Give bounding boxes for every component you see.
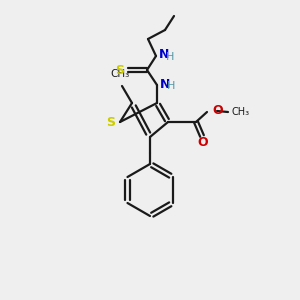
Text: CH₃: CH₃: [110, 69, 130, 79]
Text: CH₃: CH₃: [232, 107, 250, 117]
Text: H: H: [166, 52, 174, 62]
Text: O: O: [212, 103, 223, 116]
Text: N: N: [160, 77, 170, 91]
Text: H: H: [167, 81, 176, 91]
Text: O: O: [198, 136, 208, 149]
Text: S: S: [106, 116, 116, 128]
Text: N: N: [159, 49, 169, 62]
Text: S: S: [116, 64, 124, 76]
